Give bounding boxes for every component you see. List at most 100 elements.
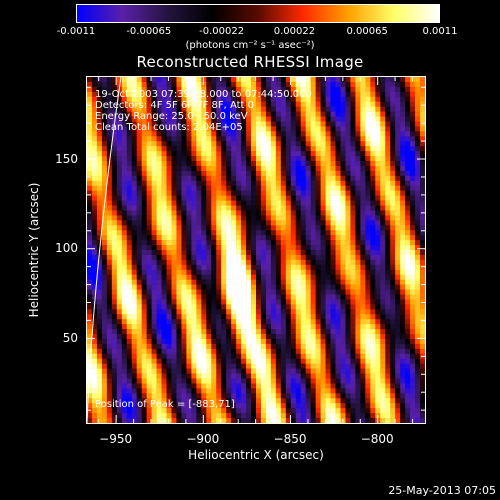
heatmap-cell (251, 363, 257, 369)
heatmap-cell (345, 304, 351, 310)
heatmap-cell (241, 146, 247, 152)
heatmap-cell (111, 170, 118, 177)
heatmap-cell (320, 101, 326, 107)
heatmap-cell (171, 86, 177, 93)
heatmap-cell (156, 279, 162, 285)
heatmap-cell (176, 220, 182, 226)
heatmap-cell (186, 334, 192, 340)
heatmap-cell (300, 309, 307, 315)
heatmap-cell (176, 329, 182, 335)
heatmap-cell (216, 259, 222, 266)
x-tick-mark-top (150, 77, 152, 81)
heatmap-cell (420, 185, 425, 191)
heatmap-cell (405, 279, 411, 285)
heatmap-cell (345, 343, 351, 350)
heatmap-cell (191, 309, 197, 315)
heatmap-cell (385, 324, 391, 330)
heatmap-cell (256, 116, 262, 122)
heatmap-cell (335, 373, 341, 379)
heatmap-cell (265, 403, 272, 409)
heatmap-cell (380, 269, 386, 276)
heatmap-cell (131, 151, 138, 157)
heatmap-cell (101, 146, 108, 152)
heatmap-cell (400, 220, 406, 226)
heatmap-cell (236, 413, 242, 419)
heatmap-cell (380, 121, 386, 127)
heatmap-cell (395, 175, 401, 182)
heatmap-cell (206, 126, 212, 132)
heatmap-cell (206, 294, 212, 300)
heatmap-cell (111, 225, 118, 231)
heatmap-cell (315, 230, 321, 236)
heatmap-cell (146, 274, 152, 280)
heatmap-cell (285, 279, 292, 285)
heatmap-cell (136, 235, 142, 241)
heatmap-cell (415, 334, 421, 340)
heatmap-cell (106, 141, 113, 147)
heatmap-cell (136, 161, 142, 167)
y-tick-mark (87, 302, 91, 304)
heatmap-cell (131, 205, 138, 211)
heatmap-cell (131, 81, 138, 88)
heatmap-cell (260, 383, 267, 389)
heatmap-cell (231, 348, 237, 355)
heatmap-cell (216, 156, 222, 162)
heatmap-cell (251, 353, 257, 360)
heatmap-cell (251, 329, 257, 335)
heatmap-cell (241, 358, 247, 364)
heatmap-cell (415, 250, 421, 256)
heatmap-cell (315, 126, 321, 132)
heatmap-cell (226, 378, 232, 384)
heatmap-cell (151, 378, 157, 384)
heatmap-cell (325, 151, 331, 157)
heatmap-cell (415, 353, 421, 360)
heatmap-cell (161, 358, 167, 364)
heatmap-cell (176, 101, 182, 107)
heatmap-cell (96, 101, 103, 107)
heatmap-cell (320, 279, 326, 285)
heatmap-cell (370, 205, 376, 211)
heatmap-cell (246, 151, 252, 157)
heatmap-cell (211, 190, 217, 196)
heatmap-cell (226, 86, 232, 93)
y-tick-mark (87, 140, 91, 142)
heatmap-cell (166, 338, 172, 345)
heatmap-cell (380, 81, 386, 88)
heatmap-cell (101, 190, 108, 196)
heatmap-cell (325, 141, 331, 147)
heatmap-cell (345, 413, 351, 419)
heatmap-cell (206, 136, 212, 142)
heatmap-cell (101, 185, 108, 191)
heatmap-cell (126, 348, 133, 355)
heatmap-cell (305, 146, 311, 152)
heatmap-cell (91, 225, 98, 231)
heatmap-cell (151, 77, 157, 83)
heatmap-cell (325, 96, 331, 103)
heatmap-cell (390, 86, 396, 93)
heatmap-cell (340, 363, 346, 369)
heatmap-cell (375, 348, 381, 355)
heatmap-cell (285, 106, 292, 112)
heatmap-cell (181, 200, 187, 206)
heatmap-cell (265, 86, 272, 93)
heatmap-cell (360, 240, 366, 246)
heatmap-cell (400, 200, 406, 206)
heatmap-cell (360, 294, 366, 300)
heatmap-cell (151, 388, 157, 394)
heatmap-cell (315, 141, 321, 147)
heatmap-cell (260, 314, 267, 320)
heatmap-cell (285, 170, 292, 177)
heatmap-cell (136, 388, 142, 394)
heatmap-cell (355, 101, 361, 107)
heatmap-cell (171, 156, 177, 162)
heatmap-cell (400, 329, 406, 335)
heatmap-cell (330, 383, 336, 389)
heatmap-cell (355, 116, 361, 122)
heatmap-cell (146, 96, 152, 103)
heatmap-cell (390, 81, 396, 88)
heatmap-cell (405, 141, 411, 147)
heatmap-cell (320, 215, 326, 221)
heatmap-cell (181, 279, 187, 285)
heatmap-cell (91, 250, 98, 256)
heatmap-cell (415, 205, 421, 211)
